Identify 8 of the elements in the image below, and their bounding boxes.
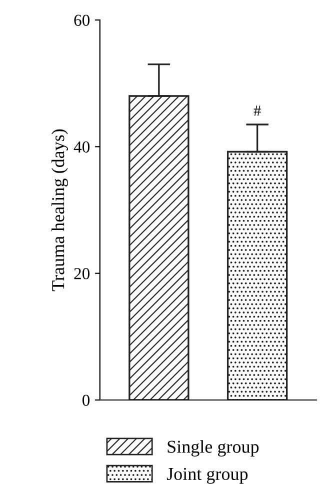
y-tick-label: 60 bbox=[74, 14, 90, 26]
y-axis-title: Trauma healing (days) bbox=[52, 129, 68, 292]
y-tick-label: 20 bbox=[74, 268, 90, 280]
annotation: # bbox=[254, 106, 261, 116]
legend-label: Joint group bbox=[166, 468, 248, 484]
y-tick-label: 40 bbox=[74, 141, 90, 153]
y-tick-label: 0 bbox=[82, 394, 90, 406]
legend-label: Single group bbox=[168, 440, 259, 457]
